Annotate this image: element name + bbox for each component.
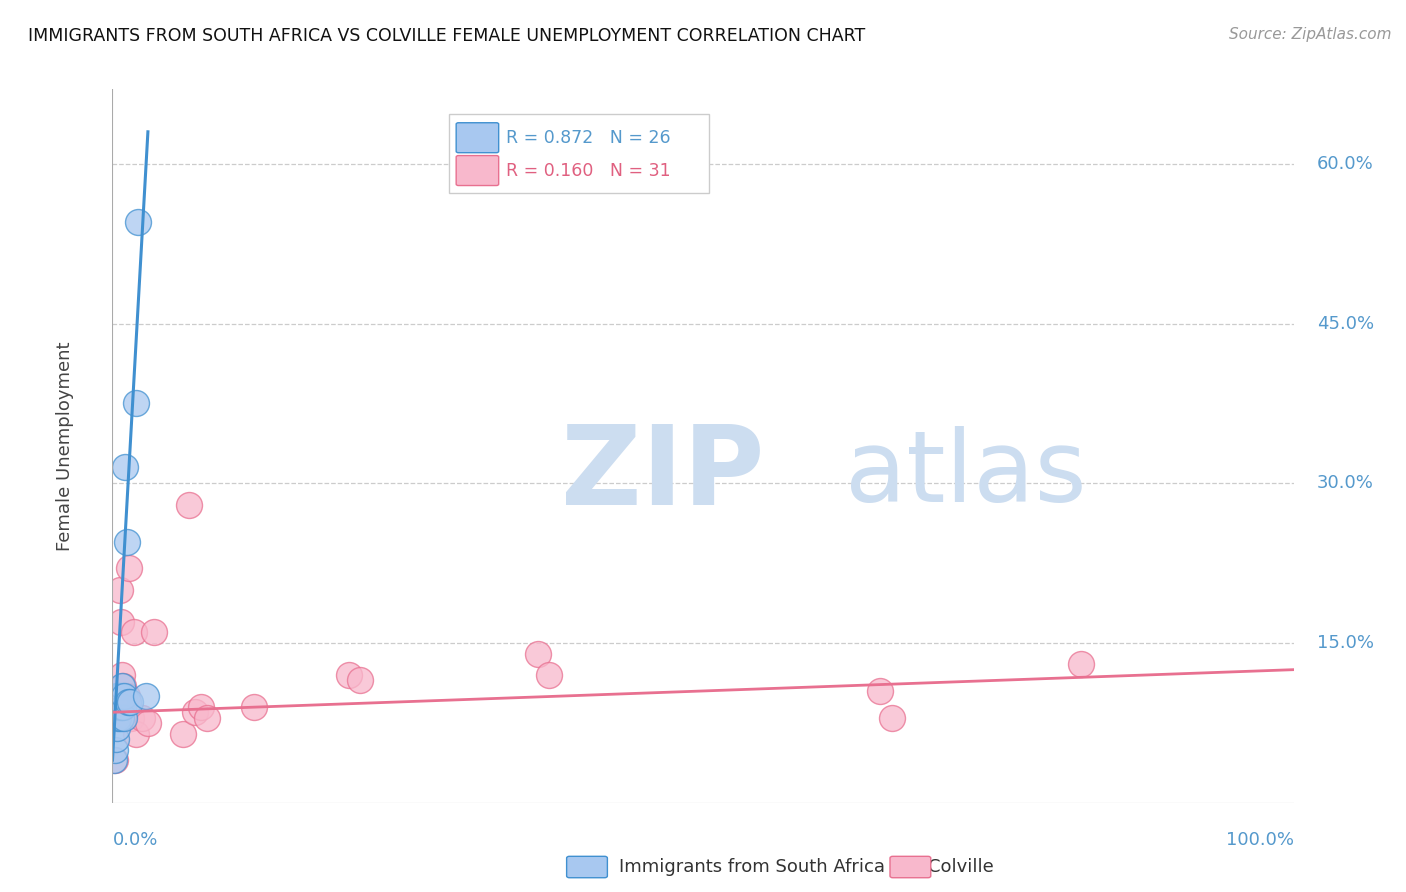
Point xyxy=(110,615,132,629)
Text: R = 0.872   N = 26: R = 0.872 N = 26 xyxy=(506,128,671,146)
Point xyxy=(112,690,135,704)
Point xyxy=(111,668,134,682)
Point xyxy=(112,679,135,693)
Point xyxy=(114,460,136,475)
Point xyxy=(105,690,128,704)
Text: atlas: atlas xyxy=(845,426,1087,523)
Point xyxy=(110,710,132,724)
Point xyxy=(131,710,153,724)
Text: Female Unemployment: Female Unemployment xyxy=(56,342,75,550)
Point xyxy=(122,625,145,640)
Point xyxy=(112,710,135,724)
Point xyxy=(107,700,129,714)
Point xyxy=(117,695,139,709)
Point xyxy=(538,668,561,682)
Point xyxy=(142,625,165,640)
Text: IMMIGRANTS FROM SOUTH AFRICA VS COLVILLE FEMALE UNEMPLOYMENT CORRELATION CHART: IMMIGRANTS FROM SOUTH AFRICA VS COLVILLE… xyxy=(28,27,865,45)
FancyBboxPatch shape xyxy=(456,123,499,153)
Point xyxy=(120,695,142,709)
Point xyxy=(114,700,136,714)
Point xyxy=(104,742,127,756)
Point xyxy=(112,710,135,724)
Text: 60.0%: 60.0% xyxy=(1317,154,1374,173)
Point xyxy=(108,690,131,704)
Point xyxy=(105,731,128,746)
Point xyxy=(120,710,142,724)
Point xyxy=(190,700,212,714)
Point xyxy=(125,726,148,740)
Point xyxy=(107,690,129,704)
Point xyxy=(349,673,371,688)
Point xyxy=(880,710,903,724)
Point xyxy=(179,498,201,512)
Text: ZIP: ZIP xyxy=(561,421,765,528)
Point xyxy=(104,753,127,767)
Point xyxy=(105,721,128,735)
Point xyxy=(105,700,128,714)
Text: 100.0%: 100.0% xyxy=(1226,831,1294,849)
Point xyxy=(118,561,141,575)
Point xyxy=(110,700,132,714)
Point xyxy=(1070,657,1092,672)
Point xyxy=(108,582,131,597)
Point xyxy=(135,690,157,704)
Point xyxy=(127,215,149,229)
Text: Source: ZipAtlas.com: Source: ZipAtlas.com xyxy=(1229,27,1392,42)
Point xyxy=(869,684,891,698)
Point xyxy=(115,534,138,549)
Text: Colville: Colville xyxy=(928,858,994,876)
Point xyxy=(108,700,131,714)
Point xyxy=(111,690,134,704)
Point xyxy=(111,679,134,693)
Text: 45.0%: 45.0% xyxy=(1317,315,1374,333)
Point xyxy=(136,715,159,730)
Point xyxy=(103,753,125,767)
Text: 30.0%: 30.0% xyxy=(1317,475,1374,492)
Point xyxy=(107,710,129,724)
Point xyxy=(337,668,360,682)
Point xyxy=(184,706,207,720)
Text: Immigrants from South Africa: Immigrants from South Africa xyxy=(619,858,884,876)
Point xyxy=(526,647,548,661)
Point xyxy=(125,396,148,410)
Text: 0.0%: 0.0% xyxy=(112,831,157,849)
Point xyxy=(105,690,128,704)
Point xyxy=(172,726,194,740)
Point xyxy=(105,700,128,714)
FancyBboxPatch shape xyxy=(456,155,499,186)
Point xyxy=(107,710,129,724)
Point xyxy=(115,690,138,704)
FancyBboxPatch shape xyxy=(449,114,709,193)
Point xyxy=(112,700,135,714)
Text: 15.0%: 15.0% xyxy=(1317,634,1374,652)
Point xyxy=(104,710,127,724)
Point xyxy=(243,700,266,714)
Text: R = 0.160   N = 31: R = 0.160 N = 31 xyxy=(506,161,671,179)
Point xyxy=(195,710,218,724)
